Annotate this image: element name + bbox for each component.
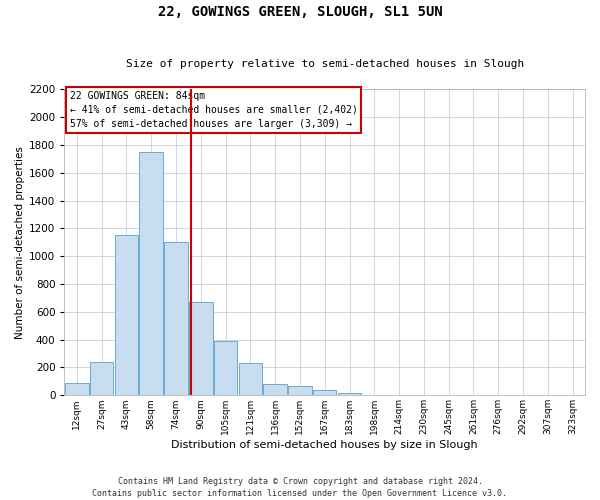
Bar — [313, 390, 337, 396]
Y-axis label: Number of semi-detached properties: Number of semi-detached properties — [15, 146, 25, 338]
Text: Contains HM Land Registry data © Crown copyright and database right 2024.
Contai: Contains HM Land Registry data © Crown c… — [92, 476, 508, 498]
X-axis label: Distribution of semi-detached houses by size in Slough: Distribution of semi-detached houses by … — [172, 440, 478, 450]
Bar — [189, 302, 212, 396]
Bar — [288, 386, 312, 396]
Bar — [90, 362, 113, 396]
Text: 22, GOWINGS GREEN, SLOUGH, SL1 5UN: 22, GOWINGS GREEN, SLOUGH, SL1 5UN — [158, 5, 442, 19]
Bar — [214, 341, 238, 396]
Bar — [362, 394, 386, 396]
Title: Size of property relative to semi-detached houses in Slough: Size of property relative to semi-detach… — [125, 59, 524, 69]
Bar — [115, 236, 138, 396]
Bar — [239, 364, 262, 396]
Bar — [412, 394, 436, 396]
Bar — [338, 392, 361, 396]
Bar — [65, 383, 89, 396]
Bar — [437, 394, 460, 396]
Bar — [388, 394, 411, 396]
Bar — [263, 384, 287, 396]
Bar — [164, 242, 188, 396]
Bar — [139, 152, 163, 396]
Text: 22 GOWINGS GREEN: 84sqm
← 41% of semi-detached houses are smaller (2,402)
57% of: 22 GOWINGS GREEN: 84sqm ← 41% of semi-de… — [70, 91, 358, 129]
